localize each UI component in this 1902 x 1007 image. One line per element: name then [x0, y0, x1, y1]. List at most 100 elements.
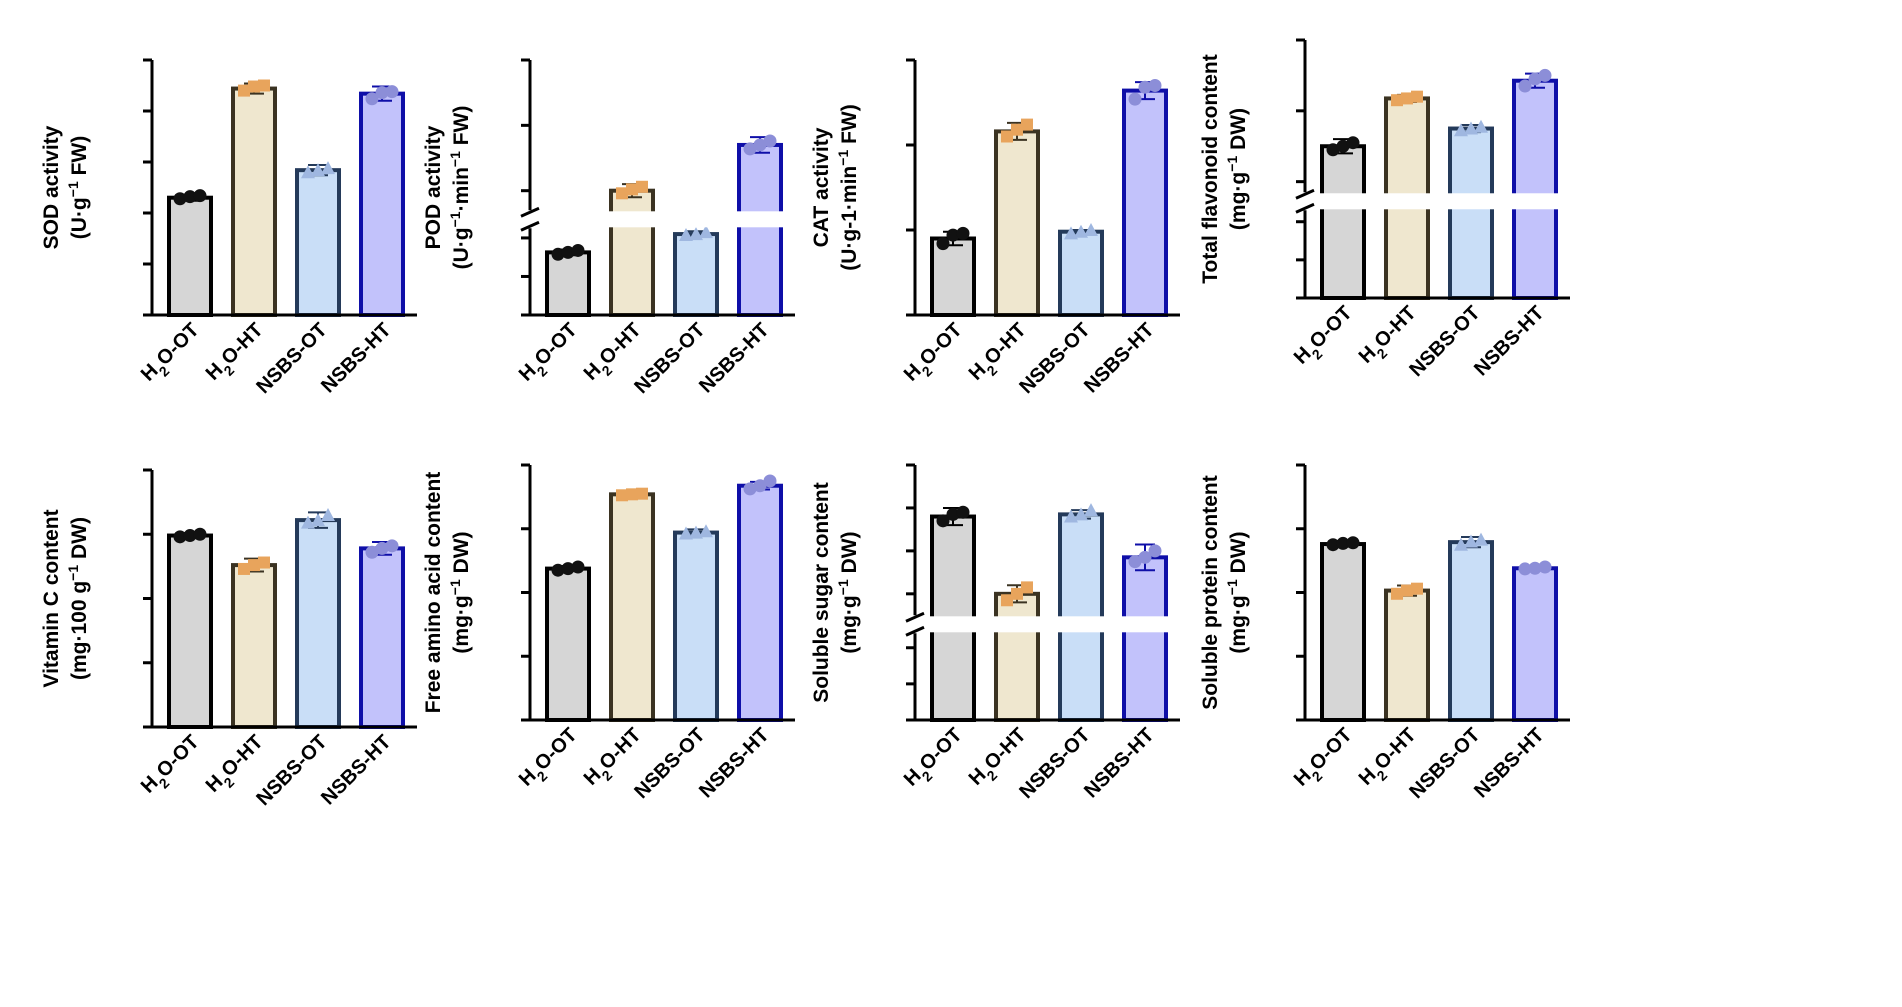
- data-point: [1454, 123, 1468, 137]
- y-axis-label: Vitamin C content: [40, 509, 63, 687]
- bar: [1058, 229, 1104, 317]
- data-point: [743, 142, 757, 156]
- text-run: FW): [838, 104, 861, 149]
- data-point: [301, 165, 315, 179]
- bar-group-nsbs-ht: [359, 85, 405, 317]
- data-point: [689, 227, 703, 241]
- panel-c: CAT activity (U·g-1·min−1 FW)H2O-OTH2O-HT…: [810, 58, 1180, 398]
- bar: [167, 195, 213, 317]
- x-category-label: NSBS-HT: [1080, 724, 1158, 802]
- axis-break-mark: [1295, 202, 1315, 214]
- bar-group-h2o-ht: [231, 556, 277, 730]
- data-point: [1474, 119, 1488, 133]
- bar: [1122, 555, 1168, 722]
- bar-group-nsbs-ht: [737, 474, 783, 722]
- bar: [609, 188, 655, 317]
- data-point: [1148, 544, 1162, 558]
- bar-group-nsbs-ht: [1512, 68, 1558, 300]
- x-category-label: NSBS-HT: [1470, 302, 1548, 380]
- text-run: NSBS-OT: [630, 724, 709, 803]
- y-axis-label: SOD activity: [40, 125, 63, 249]
- x-category-label: H2O-OT: [515, 319, 586, 390]
- data-point: [571, 560, 585, 574]
- text-run: DW): [450, 531, 473, 579]
- data-point: [1326, 143, 1340, 157]
- x-category-label: NSBS-OT: [1405, 302, 1484, 381]
- text-run: O-HT: [217, 319, 267, 369]
- panel-a: SOD activity (U·g−1 FW)H2O-OTH2O-HTNSBS-O…: [40, 58, 417, 398]
- bar: [359, 91, 405, 317]
- data-point: [1084, 223, 1098, 236]
- text-run: NSBS-HT: [1470, 724, 1548, 802]
- data-point: [375, 541, 389, 555]
- bar-group-nsbs-ot: [1448, 532, 1494, 723]
- text-run: DW): [68, 517, 91, 565]
- data-point: [561, 562, 575, 576]
- data-point: [626, 488, 638, 501]
- text-run: NSBS-OT: [630, 319, 709, 398]
- bar-group-h2o-ht: [231, 79, 277, 317]
- text-run: Soluble protein content: [1199, 475, 1222, 710]
- bar-group-h2o-ot: [167, 527, 213, 729]
- x-category-label: NSBS-HT: [317, 319, 395, 397]
- data-point: [1464, 121, 1478, 135]
- text-run: CAT activity: [810, 127, 833, 247]
- data-point: [365, 92, 379, 106]
- axis-break-mark: [520, 220, 540, 232]
- data-point: [1474, 532, 1488, 546]
- x-category-label: H2O-OT: [1290, 724, 1361, 795]
- data-point: [626, 183, 638, 196]
- axis-break-mark: [1295, 188, 1315, 200]
- axis-break-mark: [520, 206, 540, 218]
- data-point: [248, 80, 260, 93]
- data-point: [616, 187, 628, 200]
- data-point: [1128, 555, 1142, 569]
- axis-break-mark: [905, 625, 925, 637]
- text-run: (U·g: [68, 197, 91, 239]
- y-axis-label: Soluble sugar content: [810, 482, 833, 703]
- data-point: [763, 134, 777, 148]
- x-category-label: NSBS-HT: [1470, 724, 1548, 802]
- x-category-label: NSBS-OT: [1405, 724, 1484, 803]
- panel-d: Total flavonoid content (mg·g−1 DW) H2O-OT…: [1199, 38, 1572, 381]
- data-point: [679, 526, 693, 540]
- bar-group-nsbs-ht: [1122, 79, 1168, 317]
- x-category-label: H2O-OT: [137, 731, 208, 802]
- data-point: [763, 474, 777, 488]
- data-point: [1464, 534, 1478, 548]
- bar-group-h2o-ht: [609, 180, 655, 317]
- bar: [1512, 566, 1558, 723]
- data-point: [1138, 80, 1152, 94]
- bar-group-nsbs-ot: [673, 524, 719, 723]
- data-point: [1148, 79, 1162, 92]
- y-axis-label: CAT activity: [810, 127, 833, 247]
- x-category-label: NSBS-OT: [630, 319, 709, 398]
- y-axis-unit-label: (U·g-1·min−1 FW): [835, 104, 861, 270]
- bar: [1448, 540, 1494, 723]
- x-category-label: NSBS-OT: [252, 319, 331, 398]
- data-point: [1074, 507, 1088, 521]
- text-run: O-OT: [916, 724, 967, 775]
- data-point: [1391, 587, 1403, 600]
- data-point: [183, 529, 197, 543]
- text-run: NSBS-HT: [695, 724, 773, 802]
- text-run: O-OT: [1306, 302, 1357, 353]
- bar-group-nsbs-ht: [1512, 560, 1558, 723]
- data-point: [753, 138, 767, 152]
- data-point: [238, 84, 250, 97]
- data-point: [636, 180, 648, 193]
- data-point: [1401, 584, 1413, 597]
- data-point: [1538, 68, 1552, 82]
- text-run: −1: [447, 211, 463, 227]
- bar: [1122, 88, 1168, 317]
- data-point: [1336, 139, 1350, 153]
- axis-break-band: [532, 211, 797, 228]
- y-axis-label: Total flavonoid content: [1199, 54, 1222, 283]
- x-category-label: NSBS-HT: [1080, 319, 1158, 397]
- text-run: −1: [835, 579, 851, 595]
- text-run: SOD activity: [40, 125, 63, 249]
- text-run: O-OT: [916, 319, 967, 370]
- bar: [1448, 126, 1494, 300]
- y-axis-unit-label: (mg·g−1 DW): [1224, 531, 1250, 653]
- text-run: NSBS-OT: [1015, 319, 1094, 398]
